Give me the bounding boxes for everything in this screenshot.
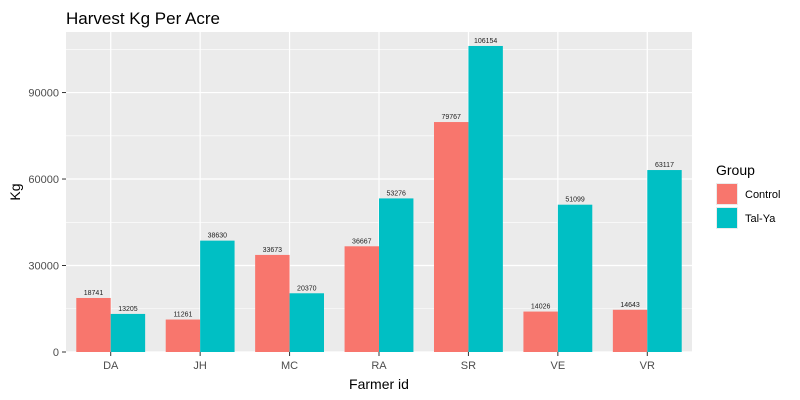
- data-label: 38630: [208, 233, 228, 240]
- data-label: 63117: [655, 162, 674, 169]
- bars: [76, 45, 682, 353]
- y-tick-label: 60000: [28, 174, 59, 186]
- y-tick-label: 0: [53, 347, 59, 359]
- data-label: 36667: [352, 238, 372, 245]
- x-tick-label: VR: [640, 360, 655, 372]
- bar: [289, 293, 325, 352]
- bar: [200, 240, 235, 352]
- legend-swatch: [717, 184, 737, 204]
- data-label: 11261: [173, 312, 192, 319]
- bar: [612, 309, 648, 352]
- x-tick-label: DA: [103, 360, 119, 372]
- legend-swatch: [717, 208, 737, 228]
- data-label: 79767: [441, 114, 461, 121]
- data-label: 18741: [84, 290, 104, 297]
- data-label: 33673: [263, 247, 283, 254]
- bar: [647, 170, 682, 352]
- y-axis-title: Kg: [7, 183, 23, 200]
- bar: [433, 122, 469, 353]
- x-tick-label: RA: [371, 360, 387, 372]
- chart-title: Harvest Kg Per Acre: [66, 9, 220, 28]
- x-axis: DA JH MC RA SR VE VR: [103, 352, 655, 372]
- y-tick-label: 90000: [28, 88, 59, 100]
- data-label: 14643: [620, 302, 640, 309]
- legend-label: Control: [745, 189, 780, 201]
- bar: [76, 297, 111, 352]
- data-label: 51099: [565, 197, 585, 204]
- data-label: 106154: [474, 38, 497, 45]
- data-label: 14026: [531, 304, 551, 311]
- y-tick-label: 30000: [28, 261, 59, 273]
- bar: [468, 45, 503, 352]
- data-labels: 18741 13205 11261 38630 33673 20370 36667 53276…: [84, 38, 674, 319]
- bar: [255, 254, 290, 352]
- data-label: 20370: [297, 285, 317, 292]
- x-tick-label: JH: [193, 360, 207, 372]
- x-tick-label: VE: [551, 360, 566, 372]
- legend-label: Tal-Ya: [745, 213, 776, 225]
- x-tick-label: MC: [281, 360, 298, 372]
- bar: [344, 246, 379, 352]
- y-axis: 0 30000 60000 90000: [28, 88, 66, 359]
- legend-title: Group: [716, 162, 755, 178]
- bar: [379, 198, 414, 352]
- legend: Group Control Tal-Ya: [716, 162, 780, 229]
- bar: [110, 313, 146, 352]
- x-axis-title: Farmer id: [349, 376, 409, 392]
- bar: [523, 311, 558, 352]
- data-label: 13205: [118, 306, 138, 313]
- bar: [165, 319, 201, 352]
- bar: [557, 204, 593, 352]
- x-tick-label: SR: [461, 360, 476, 372]
- data-label: 53276: [386, 190, 406, 197]
